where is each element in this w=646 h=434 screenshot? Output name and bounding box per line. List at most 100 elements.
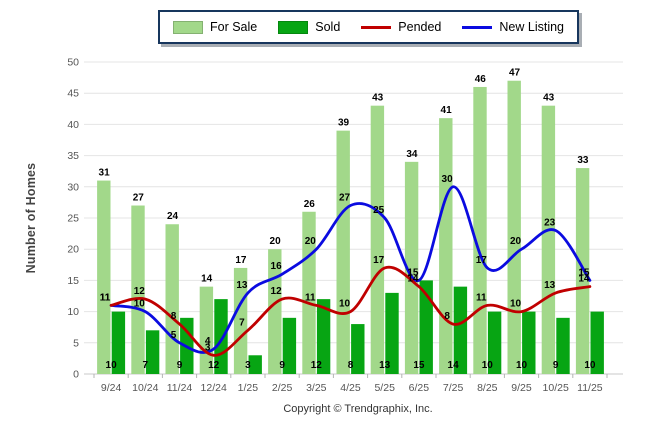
bar-for-sale: [233, 267, 248, 374]
new-listing-value-label: 11: [100, 292, 111, 303]
for-sale-value-label: 26: [304, 199, 316, 210]
x-axis-labels: 9/24 10/24 11/24 12/24 1/25 2/25 3/25 4/25 5/25 6…: [101, 382, 603, 394]
bar-sold: [282, 317, 297, 374]
for-sale-value-label: 39: [338, 118, 350, 129]
y-tick-label: 10: [67, 306, 79, 318]
sold-value-label: 12: [208, 360, 220, 371]
sold-value-label: 9: [553, 360, 559, 371]
copyright-text: Copyright © Trendgraphix, Inc.: [283, 403, 433, 415]
x-tick-label: 10/25: [543, 382, 569, 394]
x-axis-ticks: [93, 374, 608, 378]
sold-value-label: 8: [348, 360, 354, 371]
new-listing-value-label: 23: [544, 217, 556, 228]
bar-for-sale: [473, 86, 487, 375]
new-listing-value-label: 15: [578, 267, 590, 278]
bar-sold: [487, 311, 502, 374]
bar-sold: [556, 317, 570, 374]
legend: For Sale Sold Pended New Listing: [158, 10, 580, 44]
bar-sold: [316, 299, 331, 374]
y-tick-label: 50: [67, 57, 79, 69]
bar-sold: [385, 292, 399, 374]
x-tick-label: 12/24: [201, 382, 227, 394]
x-tick-label: 9/25: [511, 382, 532, 394]
pended-value-label: 13: [544, 280, 556, 291]
pended-value-label: 7: [239, 317, 245, 328]
bar-for-sale: [165, 224, 179, 374]
bar-for-sale: [336, 130, 350, 374]
x-tick-label: 3/25: [306, 382, 327, 394]
pended-value-label: 12: [271, 286, 283, 297]
for-sale-value-label: 31: [99, 168, 111, 179]
bar-for-sale: [507, 80, 521, 374]
new-listing-value-label: 4: [205, 336, 211, 347]
legend-label-for-sale: For Sale: [210, 20, 258, 34]
for-sale-value-label: 46: [475, 74, 487, 85]
sold-value-label: 10: [584, 360, 596, 371]
new-listing-value-label: 10: [134, 299, 146, 310]
legend-item-sold: Sold: [278, 20, 340, 34]
bar-sold: [419, 280, 433, 374]
bar-for-sale: [404, 161, 419, 374]
x-tick-label: 1/25: [238, 382, 259, 394]
sold-swatch: [278, 20, 309, 34]
pended-value-label: 8: [444, 311, 450, 322]
bar-for-sale: [97, 180, 111, 374]
pended-value-label: 11: [476, 292, 487, 303]
for-sale-value-label: 24: [167, 211, 179, 222]
pended-value-label: 11: [100, 292, 111, 303]
sold-value-label: 9: [177, 360, 183, 371]
y-axis-title: Number of Homes: [24, 162, 38, 274]
pended-value-label: 11: [305, 292, 316, 303]
bar-for-sale: [370, 105, 385, 375]
sold-value-label: 12: [311, 360, 323, 371]
bar-sold: [351, 324, 365, 374]
y-tick-label: 15: [67, 275, 79, 287]
x-tick-label: 9/24: [101, 382, 122, 394]
x-tick-label: 10/24: [132, 382, 158, 394]
x-tick-label: 6/25: [409, 382, 430, 394]
x-tick-label: 5/25: [374, 382, 395, 394]
new-listing-value-label: 16: [271, 261, 283, 272]
sold-value-label: 15: [413, 360, 425, 371]
for-sale-value-label: 43: [372, 93, 384, 104]
bar-sold: [111, 311, 126, 374]
bar-for-sale: [541, 105, 556, 375]
pended-value-label: 10: [339, 299, 351, 310]
new-listing-value-label: 20: [510, 236, 522, 247]
y-tick-label: 25: [67, 213, 79, 225]
pended-value-label: 17: [373, 255, 385, 266]
legend-label-new-listing: New Listing: [499, 20, 565, 34]
new-listing-line: [109, 185, 592, 354]
pended-value-label: 3: [205, 342, 211, 353]
pended-value-label: 8: [171, 311, 177, 322]
pended-swatch: [361, 25, 392, 29]
pended-value-label: 12: [134, 286, 146, 297]
new-listing-value-label: 5: [171, 330, 177, 341]
x-tick-label: 2/25: [272, 382, 293, 394]
legend-item-for-sale: For Sale: [173, 20, 257, 34]
x-tick-label: 8/25: [477, 382, 498, 394]
y-axis-labels: 0 5 10 15 20 25 30 35 40 45 50: [67, 57, 79, 381]
x-tick-label: 11/25: [577, 382, 603, 394]
sold-value-label: 14: [448, 360, 460, 371]
legend-item-new-listing: New Listing: [462, 20, 564, 34]
y-tick-label: 35: [67, 150, 79, 162]
new-listing-value-label: 27: [339, 193, 351, 204]
new-listing-value-label: 20: [305, 236, 317, 247]
legend-label-sold: Sold: [315, 20, 341, 34]
new-listing-value-label: 15: [407, 267, 419, 278]
for-sale-value-label: 47: [509, 68, 521, 79]
pended-value-label: 14: [578, 274, 590, 285]
y-tick-label: 20: [67, 244, 79, 256]
new-listing-value-label: 30: [442, 174, 454, 185]
for-sale-value-label: 14: [201, 274, 213, 285]
for-sale-value-label: 34: [406, 149, 418, 160]
x-tick-label: 4/25: [340, 382, 361, 394]
new-listing-value-label: 25: [373, 205, 385, 216]
for-sale-value-label: 17: [235, 255, 247, 266]
sold-value-label: 7: [143, 360, 149, 371]
bar-sold: [453, 286, 468, 374]
bar-sold: [145, 330, 160, 374]
for-sale-value-label: 20: [270, 236, 282, 247]
for-sale-value-label: 41: [441, 105, 453, 116]
